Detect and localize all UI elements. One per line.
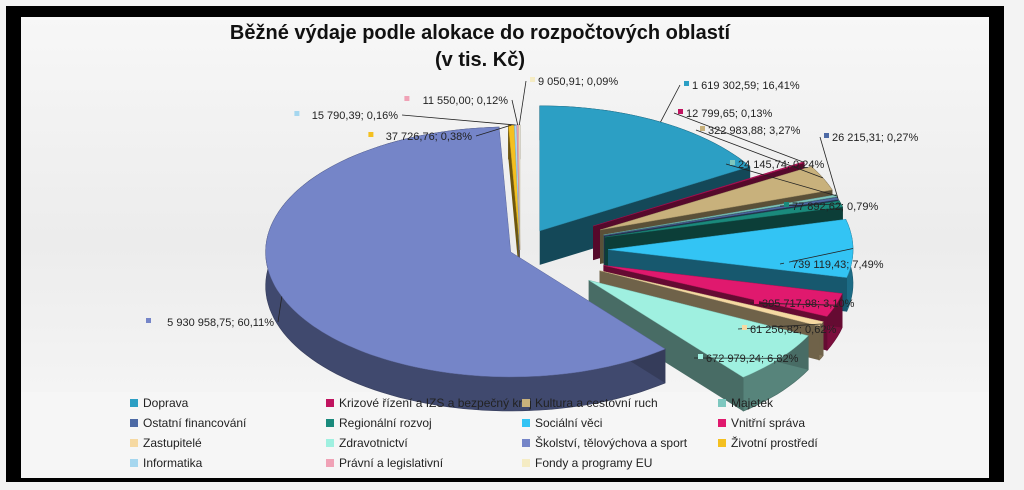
legend-label: Školství, tělovýchova a sport (535, 436, 688, 450)
legend-label: Ostatní financování (143, 416, 247, 430)
legend-label: Zastupitelé (143, 436, 202, 450)
data-label-marker (530, 77, 535, 82)
leader-line (401, 114, 516, 126)
data-label: 739 119,43; 7,49% (792, 259, 884, 271)
legend-swatch (718, 419, 726, 427)
data-label-marker (368, 132, 374, 137)
data-label: 672 979,24; 6,82% (706, 353, 799, 365)
leader-line (749, 302, 836, 306)
data-label-marker (784, 202, 789, 207)
legend-item: Sociální věci (522, 416, 602, 432)
legend-item: Vnitřní správa (718, 416, 805, 432)
data-label-marker (404, 96, 410, 101)
leader-line (725, 163, 837, 197)
data-label-marker (784, 260, 789, 265)
leader-line (695, 129, 824, 179)
data-label: 12 799,65; 0,13% (686, 108, 772, 120)
legend-item: Fondy a programy EU (522, 456, 652, 472)
slice-cut-face (588, 280, 744, 412)
legend-item: Krizové řízení a IZS a bezpečný kraj (326, 396, 532, 412)
legend-item: Zdravotnictví (326, 436, 408, 452)
data-label: 24 145,74; 0,24% (738, 159, 824, 171)
leader-line (660, 84, 681, 123)
legend-label: Krizové řízení a IZS a bezpečný kraj (339, 396, 532, 410)
leader-line (779, 203, 842, 207)
leader-line (737, 323, 822, 330)
legend-item: Životní prostředí (718, 436, 818, 452)
legend-swatch (130, 439, 138, 447)
legend-label: Doprava (143, 396, 189, 410)
data-label: 322 983,88; 3,27% (708, 125, 801, 137)
data-label-marker (684, 81, 689, 86)
legend-item: Školství, tělovýchova a sport (522, 436, 687, 452)
legend-swatch (326, 399, 334, 407)
legend-item: Zastupitelé (130, 436, 202, 452)
legend-item: Regionální rozvoj (326, 416, 432, 432)
data-label-marker (678, 109, 683, 114)
data-label-marker (730, 160, 735, 165)
legend-item: Majetek (718, 396, 773, 412)
leader-line (819, 136, 839, 199)
legend-swatch (326, 419, 334, 427)
data-label: 15 790,39; 0,16% (312, 110, 398, 122)
legend-swatch (718, 399, 726, 407)
legend-swatch (718, 439, 726, 447)
data-labels: 1 619 302,59; 16,41% 12 799,65; 0,13% 322 … (146, 76, 918, 365)
data-label: 61 256,82; 0,62% (750, 324, 836, 336)
legend-item: Kultura a cestovní ruch (522, 396, 658, 412)
chart-title-line-2: (v tis. Kč) (434, 49, 526, 71)
legend-label: Kultura a cestovní ruch (535, 396, 658, 410)
leader-line (518, 80, 527, 126)
legend-swatch (522, 399, 530, 407)
legend-label: Vnitřní správa (731, 416, 806, 430)
legend-swatch (130, 419, 138, 427)
data-label-marker (698, 354, 703, 359)
chart-title: Běžné výdaje podle alokace do rozpočtový… (220, 20, 740, 74)
data-label: 26 215,31; 0,27% (832, 132, 918, 144)
data-label: 9 050,91; 0,09% (538, 76, 618, 88)
legend-swatch (130, 399, 138, 407)
legend-item: Ostatní financování (130, 416, 246, 432)
legend-label: Životní prostředí (731, 436, 818, 450)
legend-label: Zdravotnictví (339, 436, 408, 450)
data-label: 77 892,62; 0,79% (792, 201, 878, 213)
data-label: 11 550,00; 0,12% (423, 95, 509, 107)
data-label-marker (700, 126, 705, 131)
data-label: 37 726,76; 0,38% (386, 131, 472, 143)
legend-swatch (522, 459, 530, 467)
leader-line (673, 112, 804, 163)
legend-label: Majetek (731, 396, 774, 410)
legend-swatch (130, 459, 138, 467)
data-label-marker (824, 133, 829, 138)
data-label: 1 619 302,59; 16,41% (692, 80, 800, 92)
legend-label: Právní a legislativní (339, 456, 444, 470)
data-label: 5 930 958,75; 60,11% (167, 317, 274, 329)
legend-label: Regionální rozvoj (339, 416, 432, 430)
legend-item: Právní a legislativní (326, 456, 443, 472)
data-label-marker (754, 299, 759, 304)
leader-line (779, 248, 854, 265)
legend-label: Sociální věci (535, 416, 603, 430)
data-label: 305 717,98; 3,10% (762, 298, 855, 310)
legend-item: Doprava (130, 396, 188, 412)
leader-line (475, 124, 512, 137)
leader-line (511, 99, 519, 126)
legend-label: Fondy a programy EU (535, 456, 653, 470)
data-label-marker (742, 325, 747, 330)
data-label-marker (146, 318, 151, 323)
chart-title-line-1: Běžné výdaje podle alokace do rozpočtový… (229, 22, 731, 44)
leader-line (277, 296, 283, 323)
data-label-marker (294, 111, 300, 116)
legend-swatch (522, 419, 530, 427)
slice-cut-face (508, 125, 520, 284)
legend-swatch (326, 439, 334, 447)
legend-label: Informatika (143, 456, 203, 470)
legend-item: Informatika (130, 456, 202, 472)
legend-swatch (326, 459, 334, 467)
legend-swatch (522, 439, 530, 447)
